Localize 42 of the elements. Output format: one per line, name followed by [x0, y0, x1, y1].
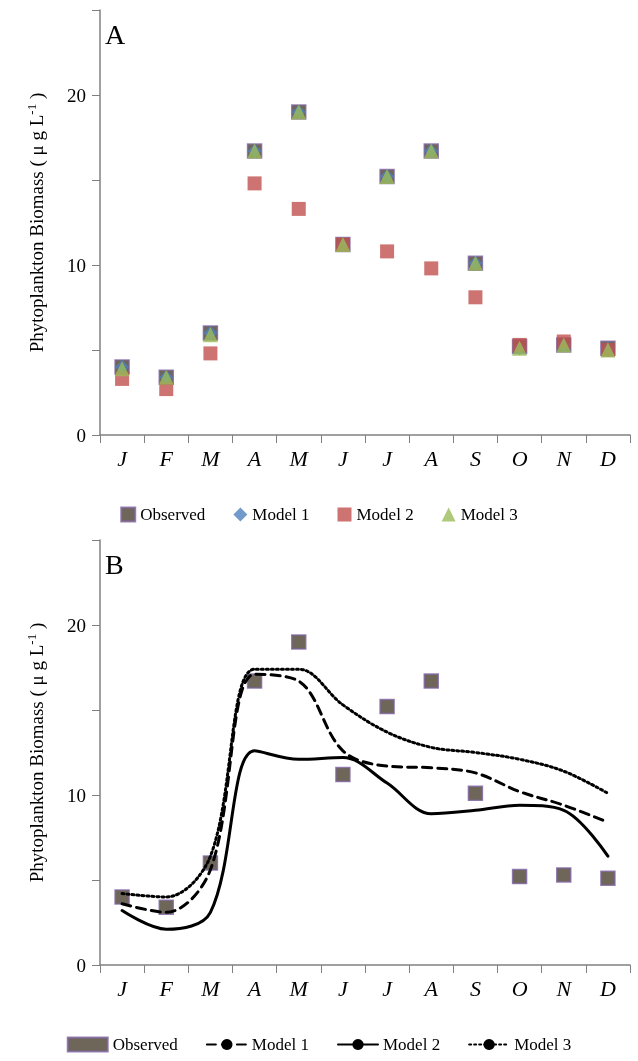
- x-tick-label: F: [158, 445, 174, 471]
- x-tick-label: O: [511, 445, 528, 471]
- y-tick-label: 0: [76, 424, 86, 446]
- x-tick-label: J: [338, 445, 350, 471]
- y-tick-label: 20: [67, 84, 86, 106]
- x-tick-label: J: [382, 975, 394, 1001]
- y-tick-label: 10: [67, 254, 86, 276]
- x-tick-label: N: [555, 975, 573, 1001]
- x-tick-label: J: [338, 975, 350, 1001]
- chart-title: B: [105, 548, 124, 580]
- x-tick-label: J: [117, 975, 129, 1001]
- legend-label: Model 2: [356, 505, 414, 524]
- legend-label: Model 1: [251, 1035, 310, 1054]
- x-tick-label: A: [245, 975, 262, 1001]
- x-tick-label: S: [469, 975, 481, 1001]
- x-tick-label: J: [382, 445, 394, 471]
- x-tick-label: D: [598, 975, 616, 1001]
- legend-label: Model 2: [383, 1035, 441, 1054]
- chart-title: A: [105, 18, 126, 50]
- x-tick-label: O: [511, 975, 528, 1001]
- x-tick-label: J: [117, 445, 129, 471]
- x-tick-label: A: [422, 445, 439, 471]
- x-tick-label: M: [288, 445, 310, 471]
- legend-label: Observed: [140, 505, 206, 524]
- x-tick-label: N: [555, 445, 573, 471]
- legend-label: Observed: [112, 1035, 179, 1054]
- x-tick-label: M: [200, 975, 222, 1001]
- y-tick-label: 0: [76, 954, 86, 976]
- legend-label: Model 3: [460, 505, 518, 524]
- y-axis-title: Phytoplankton Biomass ( μ g L-1 ): [24, 92, 48, 353]
- x-tick-label: A: [422, 975, 439, 1001]
- legend-label: Model 1: [252, 505, 310, 524]
- x-tick-label: A: [245, 445, 262, 471]
- x-tick-label: S: [469, 445, 481, 471]
- y-tick-label: 20: [67, 614, 86, 636]
- x-tick-label: F: [158, 975, 174, 1001]
- x-tick-label: D: [598, 445, 616, 471]
- y-axis-title: Phytoplankton Biomass ( μ g L-1 ): [24, 622, 48, 883]
- x-tick-label: M: [200, 445, 222, 471]
- x-tick-label: M: [288, 975, 310, 1001]
- y-tick-label: 10: [67, 784, 86, 806]
- legend-label: Model 3: [514, 1035, 572, 1054]
